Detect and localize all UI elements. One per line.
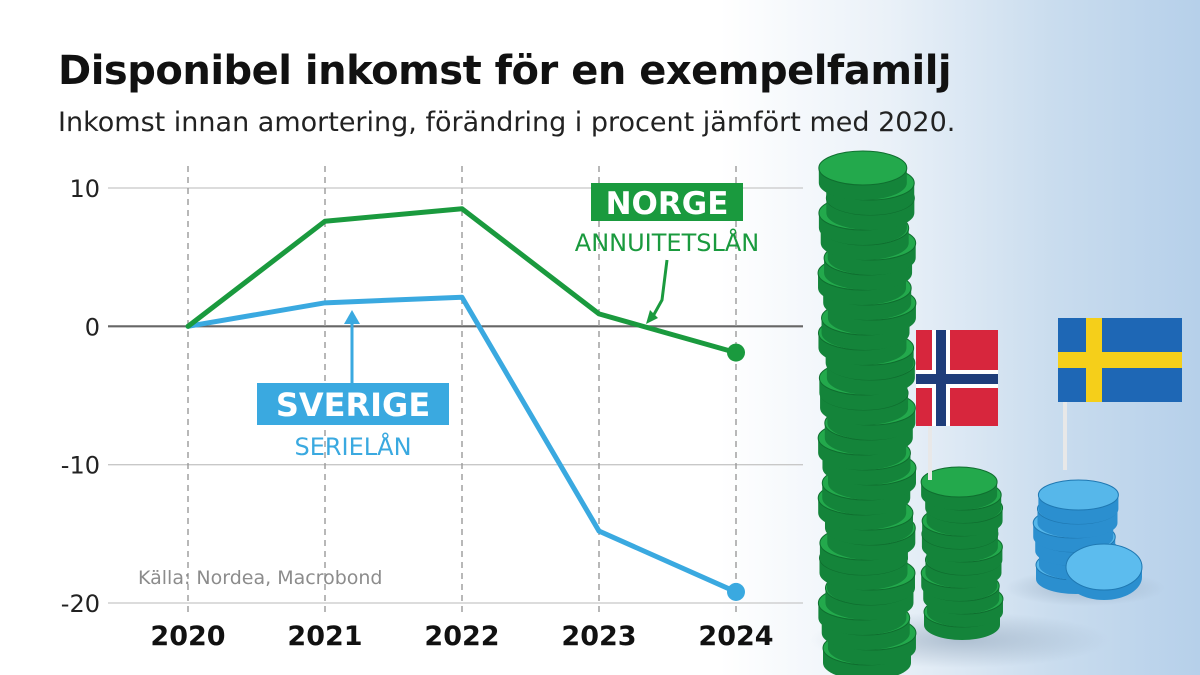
y-tick-label: 10 [69, 175, 100, 203]
coin-side [822, 453, 911, 485]
coin-side [818, 603, 907, 635]
coin-side [826, 198, 915, 231]
x-axis: 2020 2021 2022 2023 2024 [150, 621, 773, 652]
norway-flag-icon [916, 330, 998, 480]
coin-side [827, 408, 916, 440]
norge-label: NORGE [606, 186, 729, 222]
coin-top [1065, 543, 1143, 591]
sverige-arrow-icon [344, 310, 360, 324]
coin-side [1037, 509, 1118, 538]
x-tick-label: 2023 [561, 621, 636, 652]
y-axis: 10 0 -10 -20 [61, 175, 100, 618]
coin-side [921, 482, 998, 510]
coins-illustration [810, 150, 1182, 675]
coin-side [921, 534, 998, 562]
coin-side [1038, 495, 1119, 524]
coin-side [921, 573, 998, 602]
series-endpoint-sverige [727, 582, 745, 601]
norge-pointer-line [650, 259, 669, 319]
norge-label-box [591, 183, 743, 221]
series-layer [185, 206, 745, 601]
coin-side [922, 521, 999, 550]
series-line-norge [185, 206, 739, 356]
coin-stack-blue-icon [1032, 479, 1143, 600]
coin-side [923, 586, 1000, 614]
coin-side [925, 495, 1002, 523]
coin-side [826, 183, 915, 215]
sweden-flag-icon [1058, 318, 1182, 470]
coin-top [920, 466, 998, 498]
x-tick-label: 2022 [424, 621, 499, 652]
coin-side [818, 498, 907, 530]
coin-side [818, 438, 907, 470]
chart-title: Disponibel inkomst för en exempelfamilj [58, 48, 952, 94]
y-tick-label: 0 [85, 313, 100, 341]
coin-side [926, 599, 1003, 628]
series-endpoint-norge [727, 343, 745, 362]
coin-side [822, 483, 911, 515]
coin-side [818, 213, 907, 245]
y-tick-label: -10 [61, 452, 100, 480]
coin-side [824, 513, 913, 545]
coin-top [818, 150, 908, 186]
coin-side [825, 588, 914, 620]
y-tick-label: -20 [61, 590, 100, 618]
coin-side [818, 333, 907, 365]
coin-side [827, 303, 916, 335]
coin-stack-green-icon [817, 150, 917, 675]
norge-arrow-icon [646, 310, 658, 324]
sverige-sublabel: SERIELÅN [294, 432, 411, 461]
coin-side [821, 318, 910, 350]
coin-side [924, 612, 1000, 640]
norge-annotation: NORGE ANNUITETSLÅN [575, 183, 759, 324]
coin-side [818, 168, 907, 200]
coin-side [827, 528, 916, 560]
coin-side [819, 378, 908, 410]
coin-side [826, 573, 915, 605]
coin-side [926, 508, 1003, 536]
sverige-label-box [257, 383, 449, 425]
sverige-annotation: SVERIGE SERIELÅN [257, 310, 449, 461]
coin-side [827, 243, 916, 276]
coin-side [820, 228, 909, 260]
coin-side [926, 547, 1003, 576]
source-note: Källa: Nordea, Macrobond [138, 567, 383, 589]
coin-top [1037, 479, 1119, 511]
coin-side [824, 258, 913, 291]
coin-side [818, 273, 907, 305]
coin-side [821, 618, 910, 650]
coin-side [820, 393, 909, 425]
x-tick-label: 2024 [698, 621, 773, 652]
coin-stack-green-icon [920, 466, 1004, 640]
coin-side [824, 423, 913, 455]
x-tick-label: 2021 [287, 621, 362, 652]
coin-side [825, 348, 914, 380]
chart-subtitle: Inkomst innan amortering, förändring i p… [58, 107, 956, 138]
coin-side [827, 468, 916, 500]
series-line-sverige [185, 294, 739, 595]
sverige-label: SVERIGE [276, 386, 430, 424]
norge-sublabel: ANNUITETSLÅN [575, 228, 759, 257]
coin-side [819, 558, 908, 590]
coin-side [826, 363, 915, 395]
x-tick-label: 2020 [150, 621, 225, 652]
coin-side [827, 633, 916, 666]
coin-side [823, 288, 912, 320]
coin-side [925, 560, 1002, 588]
coin-side [819, 543, 908, 575]
coin-side [823, 648, 911, 675]
coin-side [1066, 567, 1142, 600]
